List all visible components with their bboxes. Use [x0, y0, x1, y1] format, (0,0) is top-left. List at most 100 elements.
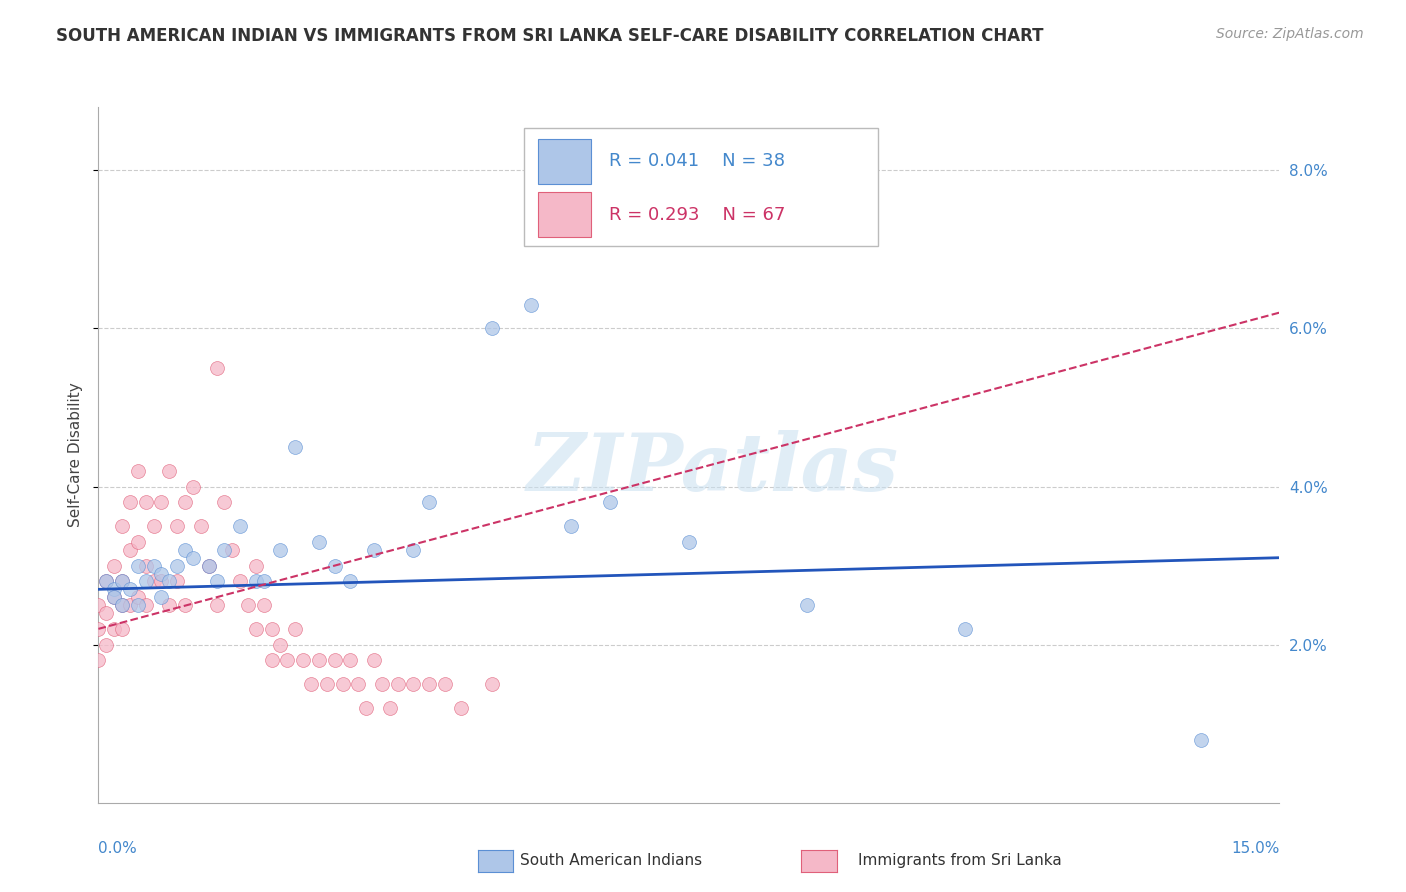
- Point: [308, 653, 330, 667]
- Point: [418, 495, 440, 509]
- Point: [157, 574, 180, 589]
- Point: [174, 542, 197, 557]
- Point: [402, 542, 425, 557]
- Point: [481, 677, 503, 691]
- Point: [103, 591, 125, 605]
- Point: [118, 582, 141, 597]
- Point: [96, 574, 118, 589]
- Point: [205, 360, 228, 375]
- Point: [150, 591, 173, 605]
- Point: [87, 653, 110, 667]
- Point: [142, 574, 165, 589]
- Point: [363, 542, 385, 557]
- FancyBboxPatch shape: [523, 128, 877, 246]
- Point: [299, 677, 322, 691]
- Text: 0.0%: 0.0%: [98, 841, 138, 856]
- Text: R = 0.041    N = 38: R = 0.041 N = 38: [609, 153, 785, 170]
- Point: [284, 622, 307, 636]
- Point: [197, 558, 219, 573]
- Point: [339, 574, 361, 589]
- Point: [127, 591, 149, 605]
- Point: [111, 598, 134, 612]
- Point: [260, 653, 283, 667]
- Point: [450, 701, 472, 715]
- Point: [292, 653, 315, 667]
- Point: [103, 622, 125, 636]
- Point: [135, 574, 157, 589]
- Text: SOUTH AMERICAN INDIAN VS IMMIGRANTS FROM SRI LANKA SELF-CARE DISABILITY CORRELAT: SOUTH AMERICAN INDIAN VS IMMIGRANTS FROM…: [56, 27, 1043, 45]
- Point: [269, 542, 291, 557]
- Point: [96, 574, 118, 589]
- Y-axis label: Self-Care Disability: Self-Care Disability: [67, 383, 83, 527]
- Point: [276, 653, 298, 667]
- Point: [127, 464, 149, 478]
- Point: [418, 677, 440, 691]
- Point: [378, 701, 401, 715]
- Point: [111, 519, 134, 533]
- Point: [323, 558, 346, 573]
- Point: [157, 598, 180, 612]
- Point: [174, 598, 197, 612]
- Text: South American Indians: South American Indians: [520, 854, 703, 868]
- Point: [166, 519, 188, 533]
- Point: [284, 440, 307, 454]
- Point: [118, 495, 141, 509]
- Point: [371, 677, 394, 691]
- Point: [402, 677, 425, 691]
- Point: [214, 495, 236, 509]
- Point: [118, 542, 141, 557]
- Point: [253, 598, 276, 612]
- Point: [245, 622, 267, 636]
- Point: [363, 653, 385, 667]
- Point: [135, 558, 157, 573]
- Point: [142, 558, 165, 573]
- Point: [103, 591, 125, 605]
- Point: [127, 534, 149, 549]
- Point: [315, 677, 337, 691]
- Point: [229, 519, 252, 533]
- Point: [253, 574, 276, 589]
- Point: [796, 598, 818, 612]
- Point: [520, 298, 543, 312]
- Point: [433, 677, 456, 691]
- Point: [150, 574, 173, 589]
- Point: [354, 701, 377, 715]
- Point: [953, 622, 976, 636]
- Point: [96, 606, 118, 620]
- Point: [157, 464, 180, 478]
- Point: [339, 653, 361, 667]
- Point: [190, 519, 212, 533]
- Point: [166, 574, 188, 589]
- Text: Immigrants from Sri Lanka: Immigrants from Sri Lanka: [858, 854, 1062, 868]
- Point: [481, 321, 503, 335]
- Bar: [537, 193, 591, 237]
- Point: [678, 534, 700, 549]
- Point: [111, 598, 134, 612]
- Point: [150, 495, 173, 509]
- Point: [205, 598, 228, 612]
- Point: [1189, 732, 1212, 747]
- Point: [245, 558, 267, 573]
- Point: [174, 495, 197, 509]
- Point: [118, 598, 141, 612]
- Text: ZIPatlas: ZIPatlas: [526, 430, 898, 508]
- Point: [166, 558, 188, 573]
- Point: [308, 534, 330, 549]
- Point: [111, 574, 134, 589]
- Point: [599, 495, 621, 509]
- Point: [127, 558, 149, 573]
- Point: [142, 519, 165, 533]
- Point: [135, 495, 157, 509]
- Point: [96, 638, 118, 652]
- Point: [205, 574, 228, 589]
- Point: [150, 566, 173, 581]
- Point: [181, 479, 204, 493]
- Point: [221, 542, 243, 557]
- Point: [387, 677, 409, 691]
- Point: [135, 598, 157, 612]
- Point: [197, 558, 219, 573]
- Text: R = 0.293    N = 67: R = 0.293 N = 67: [609, 206, 785, 224]
- Point: [181, 550, 204, 565]
- Point: [347, 677, 370, 691]
- Point: [323, 653, 346, 667]
